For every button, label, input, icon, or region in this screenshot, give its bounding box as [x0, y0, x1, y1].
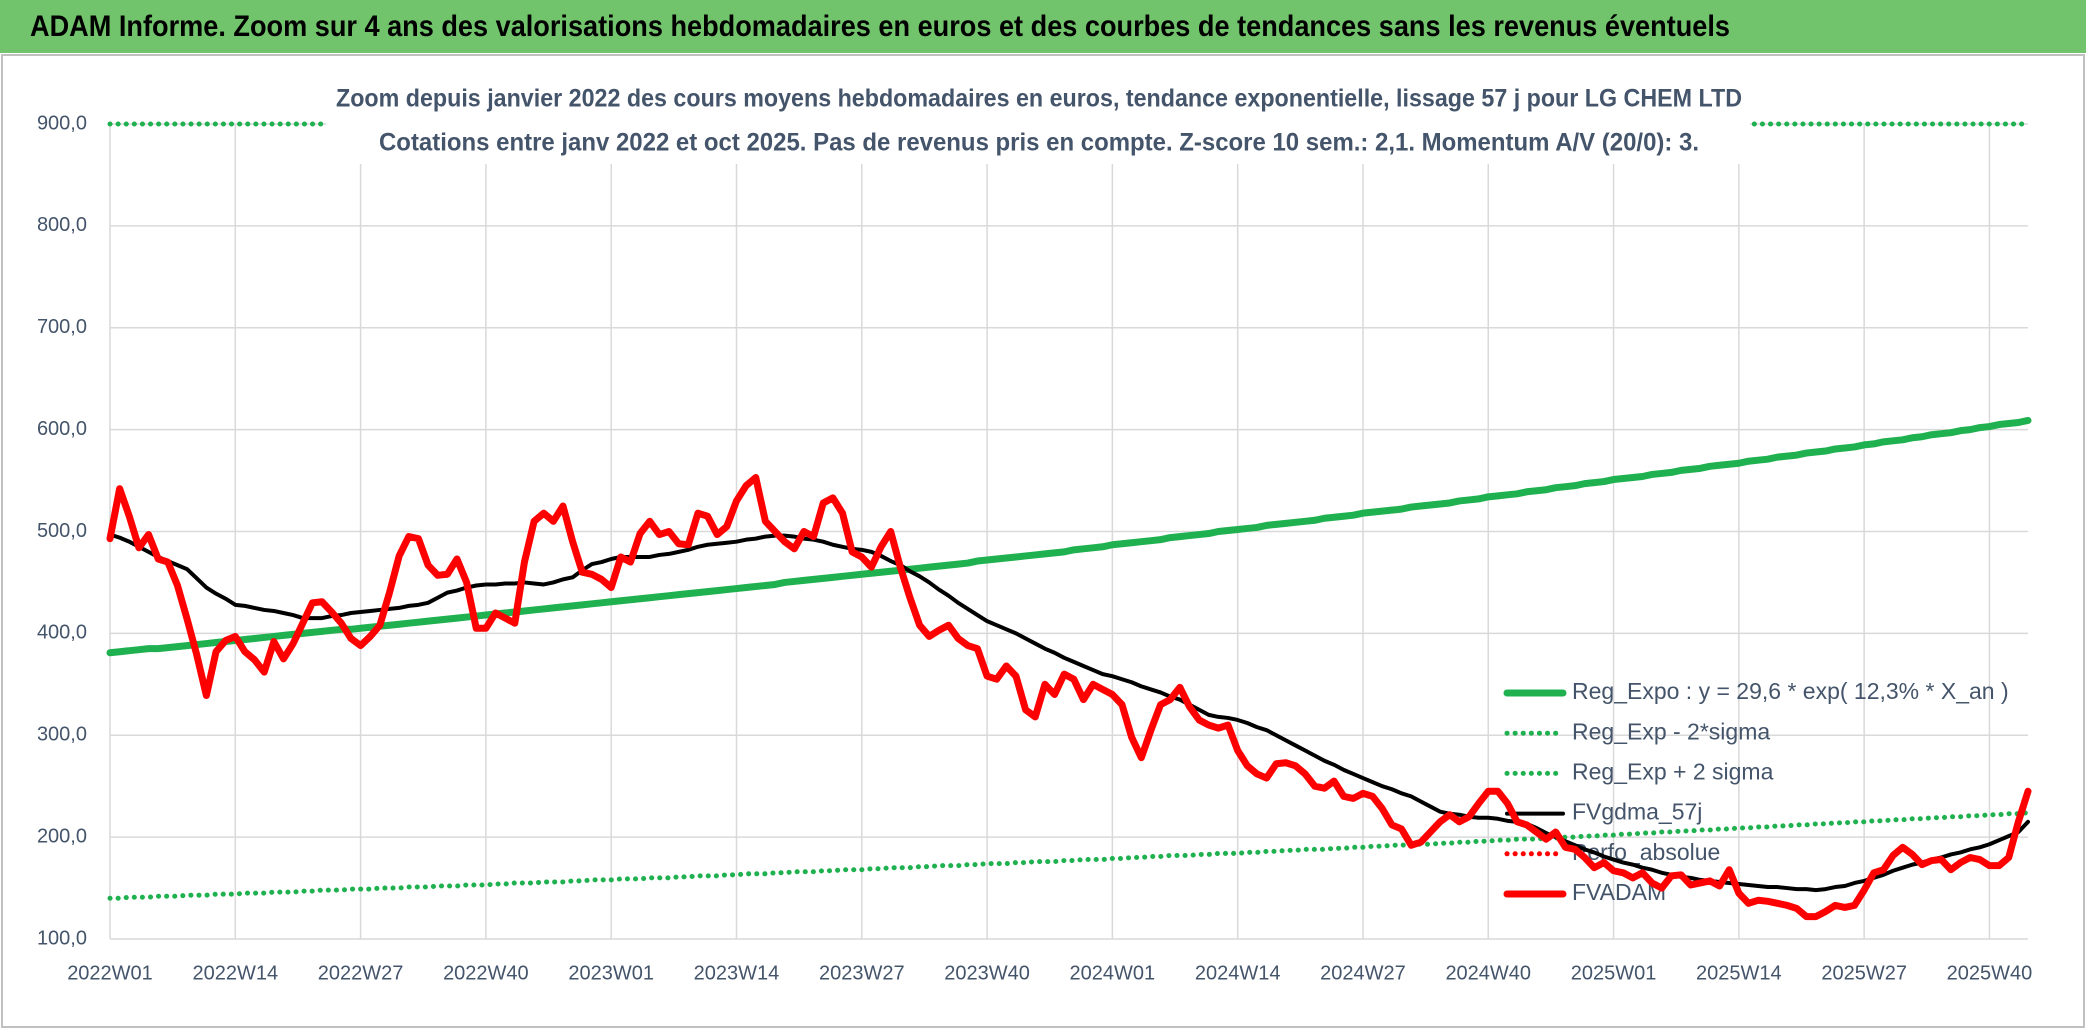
- subtitle-line: Zoom depuis janvier 2022 des cours moyen…: [336, 85, 1742, 113]
- y-tick-label: 300,0: [37, 724, 87, 746]
- x-tick-label: 2024W40: [1445, 962, 1531, 984]
- y-tick-label: 100,0: [37, 927, 87, 949]
- x-tick-label: 2023W40: [944, 962, 1030, 984]
- legend-label: FVgdma_57j: [1572, 799, 1702, 825]
- y-tick-label: 800,0: [37, 214, 87, 236]
- y-tick-label: 500,0: [37, 520, 87, 542]
- subtitle-box: Zoom depuis janvier 2022 des cours moyen…: [326, 80, 1750, 164]
- series: [106, 121, 2032, 921]
- y-tick-label: 700,0: [37, 316, 87, 338]
- x-tick-label: 2023W14: [694, 962, 780, 984]
- x-tick-label: 2023W01: [568, 962, 654, 984]
- x-tick-label: 2022W40: [443, 962, 529, 984]
- legend-label: Reg_Exp - 2*sigma: [1572, 718, 1770, 744]
- y-tick-label: 900,0: [37, 112, 87, 134]
- series-line: [107, 810, 2031, 901]
- y-tick-label: 400,0: [37, 622, 87, 644]
- x-tick-label: 2022W14: [192, 962, 278, 984]
- chart-title: ADAM Informe. Zoom sur 4 ans des valoris…: [30, 10, 1730, 43]
- legend-label: Reg_Exp + 2 sigma: [1572, 758, 1774, 784]
- series-line: [106, 474, 2032, 921]
- y-tick-label: 600,0: [37, 418, 87, 440]
- x-tick-label: 2022W01: [67, 962, 153, 984]
- chart-frame: [1, 54, 2085, 1028]
- x-tick-label: 2024W27: [1320, 962, 1406, 984]
- x-tick-label: 2025W01: [1571, 962, 1657, 984]
- legend: Reg_Expo : y = 29,6 * exp( 12,3% * X_an …: [1503, 678, 2009, 905]
- x-tick-label: 2025W14: [1696, 962, 1782, 984]
- x-tick-label: 2024W01: [1070, 962, 1156, 984]
- x-tick-label: 2024W14: [1195, 962, 1281, 984]
- legend-label: Reg_Expo : y = 29,6 * exp( 12,3% * X_an …: [1572, 678, 2009, 704]
- subtitle-background: [326, 80, 1750, 164]
- x-tick-label: 2025W40: [1947, 962, 2033, 984]
- x-tick-label: 2023W27: [819, 962, 905, 984]
- x-tick-label: 2022W27: [318, 962, 404, 984]
- series-line: [106, 416, 2032, 657]
- title-bar: [0, 0, 2086, 53]
- x-tick-label: 2025W27: [1821, 962, 1907, 984]
- subtitle-line: Cotations entre janv 2022 et oct 2025. P…: [379, 129, 1699, 157]
- y-tick-label: 200,0: [37, 825, 87, 847]
